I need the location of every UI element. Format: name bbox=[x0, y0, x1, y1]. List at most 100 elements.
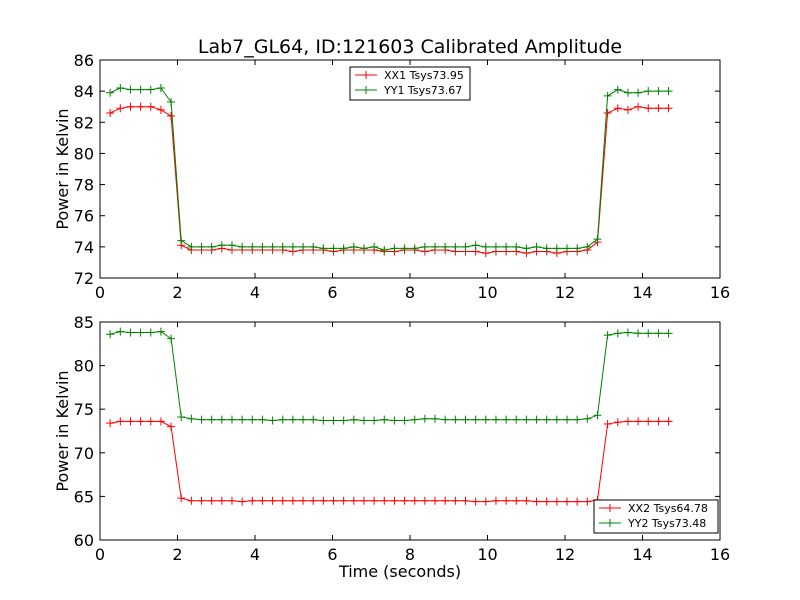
top-series-2-point bbox=[471, 241, 480, 250]
bottom-series-2-point bbox=[603, 331, 612, 340]
bottom-series-2-point bbox=[380, 415, 389, 424]
bottom-chart-panel: 0 2 4 6 8 10 12 14 16 60 65 70 75 80 85 Power in Kelvin… bbox=[53, 313, 730, 581]
bottom-series-2-point bbox=[258, 415, 267, 424]
bottom-series-2-point bbox=[106, 330, 115, 339]
bottom-series-2-point bbox=[309, 415, 318, 424]
top-series-2-point bbox=[248, 242, 257, 251]
bottom-series-1-point bbox=[288, 496, 297, 505]
bottom-series-2-point bbox=[146, 328, 155, 337]
bottom-series-1-point bbox=[644, 417, 653, 426]
bottom-series-2-point bbox=[522, 415, 531, 424]
bottom-series-1-point bbox=[623, 417, 632, 426]
bottom-series-1-point bbox=[167, 422, 176, 431]
top-series-2-point bbox=[278, 242, 287, 251]
bottom-series-1-point bbox=[583, 497, 592, 506]
bottom-series-1-point bbox=[552, 497, 561, 506]
bottom-series-1-point bbox=[380, 496, 389, 505]
top-series-2-point bbox=[512, 242, 521, 251]
bottom-legend-box bbox=[593, 499, 719, 534]
bottom-series-2-point bbox=[177, 413, 186, 422]
top-x-tick-label: 8 bbox=[405, 283, 415, 302]
top-series-2-point bbox=[197, 242, 206, 251]
bottom-series-1-point bbox=[613, 418, 622, 427]
top-legend-label-1: XX1 Tsys73.95 bbox=[384, 69, 464, 82]
top-series-1-point bbox=[156, 105, 165, 114]
bottom-series-1-point bbox=[634, 417, 643, 426]
top-series-2-point bbox=[542, 244, 551, 253]
bottom-series-1-point bbox=[410, 496, 419, 505]
top-series-2-point bbox=[593, 235, 602, 244]
bottom-series-1-point bbox=[451, 496, 460, 505]
bottom-series-2-point bbox=[359, 416, 368, 425]
bottom-series-2-point bbox=[349, 415, 358, 424]
top-series-1-point bbox=[136, 102, 145, 111]
bottom-y-tick-label: 60 bbox=[74, 531, 94, 550]
top-legend-label-2: YY1 Tsys73.67 bbox=[383, 84, 462, 97]
top-series-2-point bbox=[644, 87, 653, 96]
bottom-series-1-point bbox=[461, 496, 470, 505]
bottom-series-2-point bbox=[116, 327, 125, 336]
bottom-series-2-point bbox=[329, 416, 338, 425]
top-series-2-point bbox=[522, 244, 531, 253]
top-y-tick-label: 74 bbox=[74, 238, 94, 257]
bottom-series-2-point bbox=[634, 329, 643, 338]
bottom-series-1-point bbox=[116, 417, 125, 426]
top-series-1-point bbox=[644, 104, 653, 113]
top-series-2-point bbox=[258, 242, 267, 251]
bottom-series-2-point bbox=[248, 415, 257, 424]
bottom-y-tick-label: 85 bbox=[74, 313, 94, 332]
bottom-series-1-point bbox=[329, 496, 338, 505]
bottom-series-2-point bbox=[481, 415, 490, 424]
bottom-series-2-point bbox=[613, 329, 622, 338]
bottom-series-1-point bbox=[258, 496, 267, 505]
bottom-series-1-point bbox=[441, 496, 450, 505]
top-series-2-point bbox=[319, 244, 328, 253]
bottom-series-1-point bbox=[359, 496, 368, 505]
bottom-series-2-point bbox=[370, 416, 379, 425]
bottom-x-tick-label: 14 bbox=[632, 545, 652, 564]
top-series-2-point bbox=[552, 244, 561, 253]
bottom-series-2-point bbox=[532, 415, 541, 424]
bottom-series-1-point bbox=[542, 497, 551, 506]
top-series-1-point bbox=[146, 102, 155, 111]
bottom-series-1-point bbox=[512, 496, 521, 505]
top-x-tick-label: 16 bbox=[710, 283, 730, 302]
bottom-series-2-point bbox=[654, 329, 663, 338]
top-series-2-point bbox=[106, 88, 115, 97]
bottom-series-1-point bbox=[390, 496, 399, 505]
top-x-tick-label: 12 bbox=[555, 283, 575, 302]
bottom-x-tick-label: 2 bbox=[172, 545, 182, 564]
bottom-series-1-point bbox=[187, 496, 196, 505]
top-series-2-point bbox=[309, 242, 318, 251]
top-series-2-point bbox=[451, 242, 460, 251]
top-series-1-point bbox=[654, 104, 663, 113]
top-series-2-point bbox=[187, 242, 196, 251]
top-series-2-point bbox=[400, 244, 409, 253]
bottom-series-2-point bbox=[288, 415, 297, 424]
bottom-series-2-point bbox=[238, 415, 247, 424]
bottom-series-2-point bbox=[583, 414, 592, 423]
bottom-series-2-point bbox=[197, 415, 206, 424]
bottom-series-2-point bbox=[420, 414, 429, 423]
bottom-x-tick-label: 16 bbox=[710, 545, 730, 564]
top-y-tick-label: 72 bbox=[74, 269, 94, 288]
top-y-tick-label: 78 bbox=[74, 176, 94, 195]
top-series-2-point bbox=[532, 242, 541, 251]
bottom-legend: XX2 Tsys64.78 YY2 Tsys73.48 bbox=[593, 499, 719, 534]
top-y-tick-label: 86 bbox=[74, 51, 94, 70]
bottom-series-2-point bbox=[390, 416, 399, 425]
bottom-series-2-point bbox=[227, 415, 236, 424]
bottom-series-1-point bbox=[156, 417, 165, 426]
top-y-tick-label: 84 bbox=[74, 82, 94, 101]
bottom-series-1-point bbox=[299, 496, 308, 505]
bottom-series-1-point bbox=[481, 497, 490, 506]
top-series-2-point bbox=[634, 88, 643, 97]
bottom-series-1-point bbox=[654, 417, 663, 426]
top-series-2-point bbox=[207, 242, 216, 251]
top-series-2-point bbox=[603, 91, 612, 100]
top-series-2-point bbox=[167, 98, 176, 107]
bottom-series-2-point bbox=[207, 415, 216, 424]
top-legend: XX1 Tsys73.95 YY1 Tsys73.67 bbox=[349, 66, 471, 101]
top-series-1-point bbox=[106, 108, 115, 117]
top-series-2-point bbox=[431, 242, 440, 251]
